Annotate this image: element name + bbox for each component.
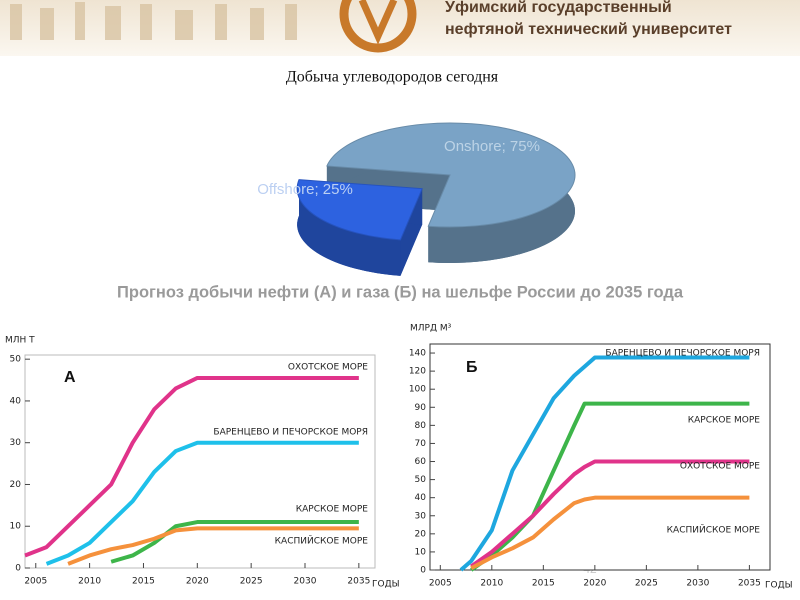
y-tick-label: 10 (415, 547, 427, 557)
series-line (67, 526, 359, 566)
x-tick-label: 2015 (132, 577, 155, 587)
x-tick-label: 2020 (583, 579, 606, 589)
x-tick-label: 2025 (635, 579, 658, 589)
pie-side (297, 179, 401, 276)
series-line (45, 440, 359, 566)
series-label: ОХОТСКОЕ МОРЕ (680, 462, 760, 472)
series-label: БАРЕНЦЕВО И ПЕЧОРСКОЕ МОРЯ (605, 349, 760, 359)
x-tick-label: 2025 (240, 577, 263, 587)
x-tick-label: 2010 (78, 577, 101, 587)
series-label: КАСПИЙСКОЕ МОРЕ (667, 524, 761, 536)
y-tick-label: 50 (10, 355, 22, 365)
y-tick-label: 120 (409, 367, 426, 377)
y-tick-label: 60 (415, 457, 427, 467)
x-tick-label: 2005 (429, 579, 452, 589)
x-axis-label: ГОДЫ (765, 581, 793, 591)
header-figures (10, 2, 297, 40)
y-tick-label: 20 (415, 529, 427, 539)
panel-label: А (64, 369, 76, 386)
plot-frame (24, 354, 376, 569)
series-line (470, 459, 750, 569)
y-tick-label: 40 (415, 493, 427, 503)
y-tick-label: 50 (415, 475, 427, 485)
y-axis-label: МЛН Т (5, 336, 35, 346)
y-tick-label: 100 (409, 385, 426, 395)
pie-label: Onshore; 75% (444, 138, 540, 155)
series-label: КАРСКОЕ МОРЕ (688, 416, 761, 426)
series-label: КАРСКОЕ МОРЕ (296, 505, 369, 515)
y-axis-label: МЛРД М³ (410, 324, 452, 334)
x-tick-label: 2010 (480, 579, 503, 589)
series-line (470, 401, 750, 572)
y-tick-label: 70 (415, 439, 427, 449)
x-tick-label: 2020 (186, 577, 209, 587)
y-tick-label: 0 (15, 564, 21, 574)
series-line (459, 355, 750, 572)
y-tick-label: 80 (415, 421, 427, 431)
header-banner (0, 0, 800, 56)
x-tick-label: 2005 (24, 577, 47, 587)
x-tick-label: 2035 (347, 577, 370, 587)
y-tick-label: 40 (10, 396, 22, 406)
x-tick-label: 2035 (738, 579, 761, 589)
pie-title: Добыча углеводородов сегодня (286, 69, 499, 86)
plot-frame (429, 343, 771, 571)
y-tick-label: 10 (10, 522, 22, 532)
header-line: Уфимский государственный (445, 0, 672, 16)
series-line (470, 495, 750, 570)
x-tick-label: 2015 (532, 579, 555, 589)
x-tick-label: 2030 (686, 579, 709, 589)
y-tick-label: 30 (415, 511, 427, 521)
x-axis-label: ГОДЫ (372, 580, 400, 590)
y-tick-label: 0 (420, 566, 426, 576)
y-tick-label: 140 (409, 349, 426, 359)
series-line (24, 375, 359, 558)
pie-slice (326, 122, 576, 228)
x-tick-label: 2030 (294, 577, 317, 587)
series-label: ОХОТСКОЕ МОРЕ (288, 363, 368, 373)
pie-label: Offshore; 25% (257, 181, 353, 198)
y-tick-label: 20 (10, 480, 22, 490)
section-title: Прогноз добычи нефти (А) и газа (Б) на ш… (117, 283, 684, 301)
series-line (110, 520, 359, 564)
y-tick-label: 30 (10, 438, 22, 448)
pie-slice (296, 179, 423, 241)
series-label: БАРЕНЦЕВО И ПЕЧОРСКОЕ МОРЯ (213, 428, 368, 438)
panel-label: Б (466, 359, 478, 376)
series-label: КАСПИЙСКОЕ МОРЕ (275, 535, 369, 547)
y-tick-label: 90 (415, 403, 427, 413)
university-logo (339, 0, 417, 53)
header-line: нефтяной технический университет (445, 21, 732, 38)
